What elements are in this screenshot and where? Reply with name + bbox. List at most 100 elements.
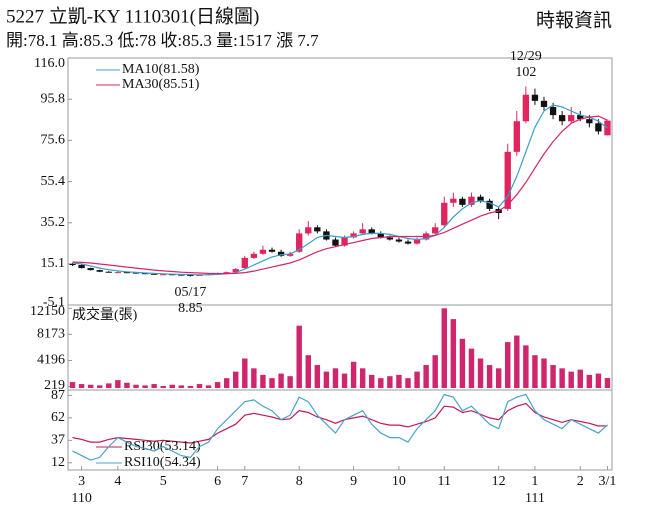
candle-body	[277, 251, 285, 256]
volume-bar	[595, 373, 602, 388]
candle-body	[178, 274, 185, 276]
volume-bar	[441, 308, 447, 388]
candle-body	[531, 94, 539, 101]
candle-body	[87, 268, 94, 271]
candle-body	[141, 273, 149, 275]
candle-body	[568, 115, 575, 122]
candle-body	[522, 94, 530, 122]
candle-body	[69, 264, 76, 266]
chart-title: 5227 立凱-KY 1110301(日線圖)	[6, 5, 259, 27]
candle-body	[232, 269, 239, 273]
volume-bar	[468, 348, 475, 388]
volume-bar	[205, 385, 212, 388]
candle-body	[540, 100, 548, 107]
candle-body	[577, 115, 584, 120]
volume-bar	[160, 386, 166, 388]
candle-body	[486, 200, 493, 209]
volume-bar	[106, 383, 112, 388]
legend-label: RSI10(54.34)	[124, 455, 201, 470]
y-tick-label: 87	[51, 388, 65, 403]
y-tick-label: 55.4	[41, 174, 66, 189]
volume-bar	[568, 371, 574, 388]
volume-bar	[278, 373, 284, 388]
candle-body	[504, 151, 511, 209]
candle-body	[586, 119, 593, 124]
x-tick-label: 9	[350, 474, 357, 489]
candle-body	[558, 115, 566, 122]
x-year-label: 111	[525, 491, 545, 506]
volume-bar	[314, 365, 321, 388]
candle-body	[286, 253, 294, 256]
volume-bar	[169, 384, 175, 388]
volume-bar	[423, 365, 429, 388]
volume-bar	[296, 325, 302, 388]
annotation: 12/29	[510, 49, 542, 64]
y-tick-label: -5.1	[43, 295, 65, 310]
volume-bar	[604, 378, 611, 388]
candle-body	[187, 275, 194, 277]
candle-body	[341, 237, 348, 246]
volume-bar	[69, 382, 76, 388]
candle-body	[477, 196, 484, 201]
volume-bar	[323, 371, 330, 388]
volume-bar	[450, 319, 457, 388]
volume-bar	[87, 384, 94, 388]
candle-body	[386, 237, 394, 240]
volume-bar	[196, 384, 203, 388]
ma-line	[72, 104, 608, 276]
volume-bar	[378, 378, 384, 388]
candle-body	[78, 265, 85, 269]
volume-bar	[477, 358, 484, 388]
y-tick-label: 95.8	[41, 91, 66, 106]
candle-body	[123, 272, 131, 274]
candle-body	[132, 272, 140, 274]
volume-bar	[305, 355, 311, 388]
volume-bar	[505, 342, 511, 388]
x-tick-label: 2	[577, 474, 584, 489]
candle-body	[241, 257, 248, 269]
candle-body	[196, 275, 203, 277]
candle-body	[459, 198, 466, 205]
volume-bar	[151, 384, 157, 388]
candle-body	[296, 233, 303, 252]
volume-bar	[187, 386, 194, 388]
volume-bar	[559, 368, 565, 388]
candle-body	[150, 273, 158, 275]
y-tick-label: 12150	[30, 304, 65, 319]
volume-bar	[486, 365, 493, 388]
volume-bar	[541, 358, 547, 388]
y-tick-label: 37	[51, 433, 65, 448]
volume-bar	[586, 374, 593, 388]
annotation: 05/17	[174, 285, 206, 300]
candle-body	[105, 271, 112, 273]
y-tick-label: 62	[51, 410, 65, 425]
volume-bar	[577, 369, 583, 388]
candle-body	[350, 233, 357, 238]
panel-title: 成交量(張)	[72, 306, 138, 323]
x-tick-label: 11	[438, 474, 451, 489]
y-tick-label: 116.0	[34, 56, 65, 71]
volume-bar	[432, 355, 438, 388]
candle-body	[114, 272, 122, 274]
rsi-line	[72, 402, 608, 444]
y-tick-label: 75.6	[41, 133, 66, 148]
x-tick-label: 3	[78, 474, 85, 489]
volume-bar	[124, 382, 130, 388]
volume-bar	[287, 376, 293, 388]
ma-line	[72, 115, 608, 275]
volume-bar	[414, 371, 420, 388]
y-tick-label: 15.1	[41, 256, 66, 271]
x-tick-label: 1	[531, 474, 538, 489]
x-tick-label: 10	[392, 474, 406, 489]
candle-body	[432, 227, 439, 234]
volume-bar	[495, 368, 502, 388]
candle-body	[250, 253, 258, 258]
legend-label: MA10(81.58)	[122, 62, 200, 77]
volume-bar	[223, 378, 230, 388]
candle-body	[96, 270, 103, 272]
candle-body	[359, 229, 366, 234]
x-tick-label: 3/1	[599, 474, 617, 489]
volume-bar	[459, 338, 466, 388]
x-tick-label: 5	[160, 474, 167, 489]
